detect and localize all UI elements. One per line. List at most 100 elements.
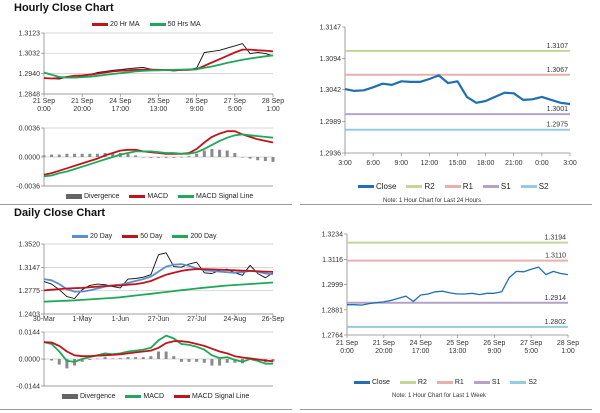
- series-close: [347, 266, 569, 306]
- legend-label: S1: [500, 182, 511, 191]
- series-20-hr-ma: [43, 48, 274, 80]
- legend-label: R2: [417, 379, 427, 386]
- divergence-bar: [149, 157, 153, 158]
- y-tick-label: 1.3147: [320, 25, 342, 32]
- series-200-day: [43, 281, 274, 303]
- x-tick-label: 25 Sep: [147, 98, 169, 105]
- divergence-bar: [225, 359, 229, 363]
- divergence-bar: [134, 155, 138, 157]
- divergence-bar: [195, 359, 199, 362]
- x-tick-label: 3:00: [338, 160, 352, 167]
- y-tick-label: 1.2403: [19, 312, 41, 319]
- legend-label: 200 Day: [190, 233, 217, 240]
- level-label-r1: 1.3067: [547, 67, 569, 74]
- x-tick-label: 12:00: [421, 160, 439, 167]
- y-tick-label: 1.2848: [19, 92, 41, 99]
- divergence-bar: [65, 359, 69, 369]
- y-tick-label: 1.3116: [322, 257, 343, 264]
- divergence-bar: [218, 149, 222, 157]
- x-tick-label: 21 Sep: [71, 98, 93, 105]
- x-tick-label: 21 Sep: [33, 98, 55, 105]
- legend-label: S1: [491, 379, 501, 386]
- hourly-price-legend: 20 Hr MA 50 Hrs MA: [92, 21, 201, 28]
- divergence-bar: [271, 157, 275, 162]
- x-tick-label: 6:00: [366, 160, 380, 167]
- x-tick-label: 9:00: [488, 348, 502, 355]
- legend-label: Close: [376, 182, 397, 191]
- divergence-bar: [225, 150, 229, 157]
- y-tick-label: 0.0036: [19, 126, 41, 133]
- legend-label: R2: [424, 182, 435, 191]
- y-tick-label: 0.0000: [19, 357, 41, 364]
- divergence-bar: [240, 157, 244, 158]
- daily-macd-legend: Divergence MACD MACD Signal Line: [62, 393, 249, 400]
- x-tick-label: 9:00: [190, 106, 204, 113]
- divergence-bar: [103, 357, 107, 359]
- level-label-s1: 1.3001: [547, 106, 569, 113]
- x-tick-label: 27 Sep: [520, 340, 542, 347]
- divergence-bar: [126, 357, 130, 359]
- divergence-bar: [111, 152, 115, 157]
- x-tick-label: 24-Aug: [224, 316, 247, 323]
- divider: [300, 204, 592, 205]
- x-tick-label: 17:00: [412, 348, 430, 355]
- divergence-bar: [141, 157, 145, 158]
- divergence-bar: [187, 156, 191, 157]
- legend-divergence: Divergence: [66, 193, 119, 200]
- divergence-bar: [88, 153, 92, 157]
- divergence-bar: [149, 356, 153, 359]
- pivot-week-legend: Close R2 R1 S1 S2: [354, 379, 537, 386]
- legend-200-day: 200 Day: [172, 233, 216, 240]
- level-label-s2: 1.2802: [545, 319, 567, 326]
- y-tick-label: 1.3094: [320, 56, 342, 63]
- y-tick-label: 1.3032: [19, 51, 41, 58]
- legend-s2: S2: [520, 182, 549, 191]
- legend-macd: MACD: [129, 193, 168, 200]
- legend-50-day: 50 Day: [122, 233, 162, 240]
- divergence-bar: [141, 357, 145, 359]
- y-tick-label: 1.3042: [320, 87, 342, 94]
- divergence-bar: [80, 153, 84, 157]
- legend-s1: S1: [473, 379, 501, 386]
- y-tick-label: 1.2775: [19, 288, 41, 295]
- daily-price-legend: 20 Day 50 Day 200 Day: [72, 233, 216, 240]
- divergence-bar: [164, 157, 168, 158]
- x-tick-label: 0:00: [340, 348, 354, 355]
- y-tick-label: 1.2936: [320, 151, 342, 158]
- y-tick-label: 1.3520: [19, 242, 41, 249]
- divider: [0, 204, 292, 205]
- x-tick-label: 0:00: [37, 106, 51, 113]
- x-tick-label: 13:00: [150, 106, 168, 113]
- hourly-chart-title: Hourly Close Chart: [14, 2, 114, 14]
- legend-20-day: 20 Day: [72, 233, 112, 240]
- legend-divergence: Divergence: [62, 393, 115, 400]
- legend-close: Close: [358, 182, 396, 191]
- y-tick-label: 0.0000: [19, 155, 41, 162]
- x-tick-label: 24 Sep: [109, 98, 131, 105]
- divergence-bar: [210, 148, 214, 157]
- y-tick-label: 1.2764: [322, 333, 344, 340]
- legend-label: Divergence: [84, 193, 120, 200]
- legend-label: 20 Day: [90, 233, 113, 240]
- series-50-day: [43, 268, 274, 292]
- x-tick-label: 18:00: [477, 160, 495, 167]
- legend-r1: R1: [444, 182, 473, 191]
- divergence-bar: [157, 157, 160, 158]
- series-macd-signal-line: [43, 340, 274, 363]
- x-tick-label: 20:00: [375, 348, 393, 355]
- legend-20hr-ma: 20 Hr MA: [92, 21, 140, 28]
- divergence-bar: [50, 154, 54, 157]
- divergence-bar: [271, 359, 275, 362]
- level-label-s2: 1.2975: [547, 122, 569, 129]
- divergence-bar: [172, 157, 176, 158]
- divergence-bar: [88, 359, 92, 360]
- legend-r2: R2: [399, 379, 427, 386]
- x-tick-label: 27-Jul: [187, 316, 207, 323]
- divider: [300, 409, 592, 410]
- series-close: [344, 74, 571, 106]
- legend-label: 50 Day: [140, 233, 163, 240]
- hourly-macd-legend: Divergence MACD MACD Signal Line: [66, 193, 253, 200]
- divergence-bar: [195, 153, 199, 157]
- y-tick-label: 1.3147: [19, 265, 41, 272]
- daily-chart-title: Daily Close Chart: [14, 207, 106, 219]
